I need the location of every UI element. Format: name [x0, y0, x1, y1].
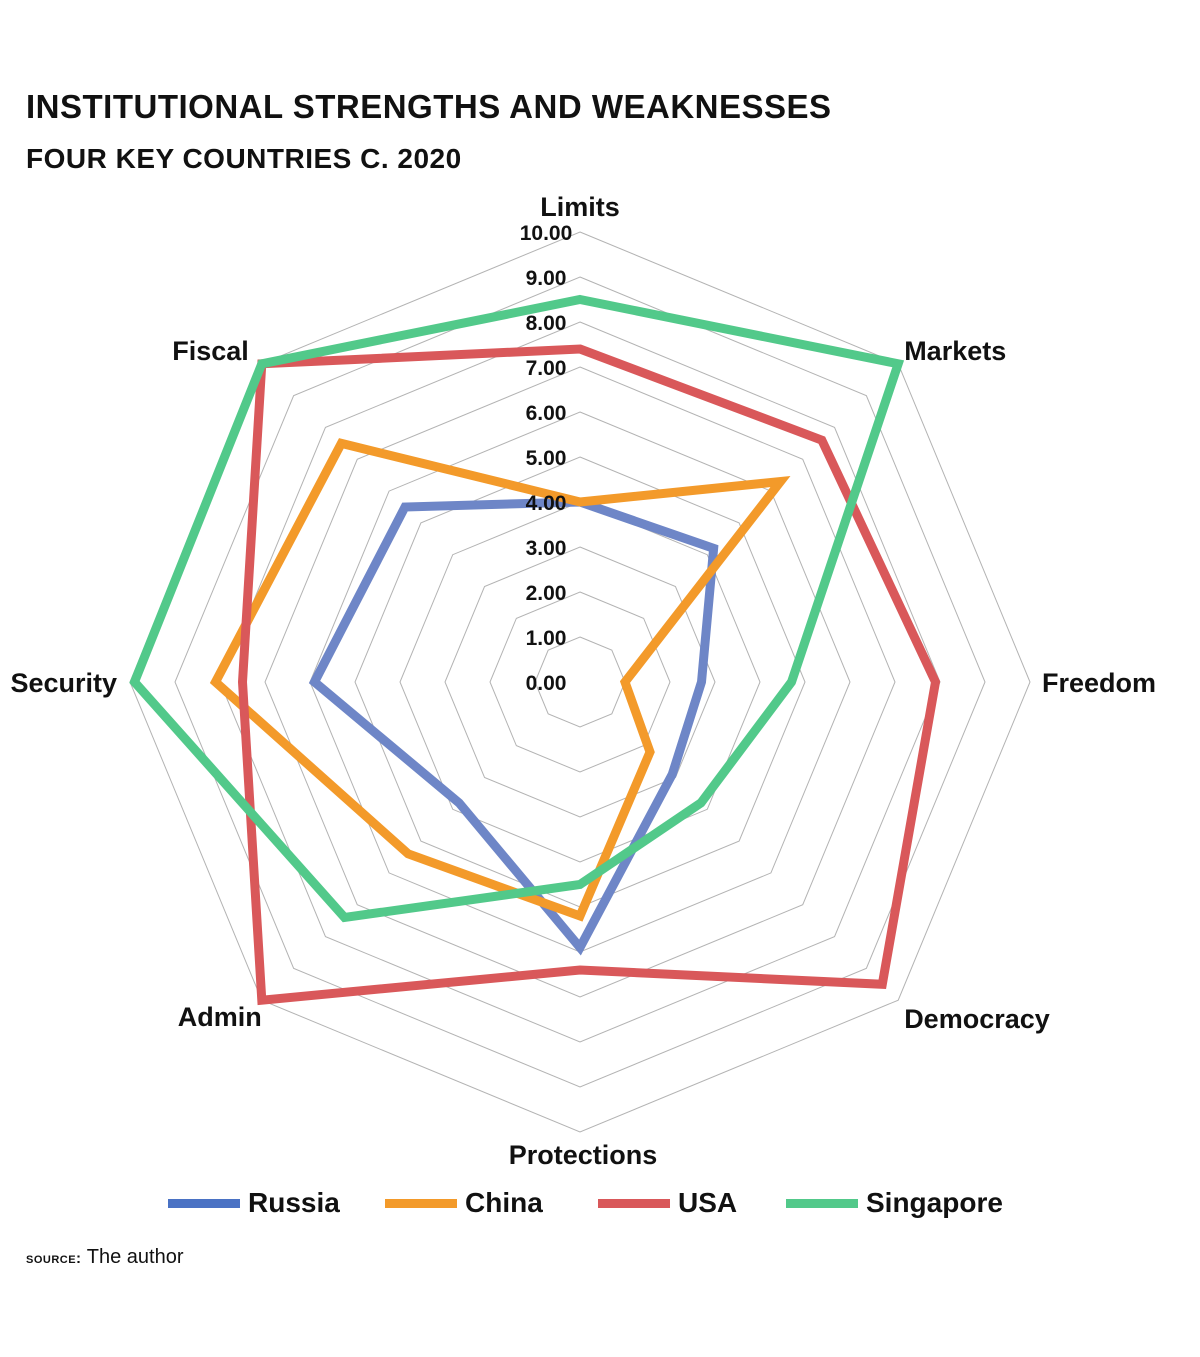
chart-title: INSTITUTIONAL STRENGTHS AND WEAKNESSES: [26, 88, 832, 125]
grid-ring: [219, 321, 941, 1043]
grid-ring: [354, 456, 806, 908]
grid-ring: [399, 501, 761, 863]
series-china-line: [209, 438, 791, 922]
series-singapore-line: [129, 294, 905, 923]
radar-axis-labels: Limits Markets Freedom Democracy Protections…: [10, 192, 1156, 1170]
axis-label-admin: Admin: [178, 1002, 262, 1032]
source-text: The author: [86, 1246, 184, 1268]
tick-label: 10.00: [520, 222, 573, 245]
legend-label: Singapore: [866, 1187, 1003, 1218]
axis-label-limits: Limits: [540, 192, 620, 222]
legend-swatch: [786, 1198, 858, 1208]
grid-ring: [264, 366, 896, 998]
legend-item-usa: USA: [598, 1183, 737, 1223]
axis-label-markets: Markets: [904, 336, 1006, 366]
axis-label-protections: Protections: [509, 1140, 658, 1170]
axis-label-fiscal: Fiscal: [172, 336, 249, 366]
axis-label-democracy: Democracy: [904, 1004, 1050, 1034]
tick-label: 9.00: [526, 267, 567, 290]
chart-legend: Russia China USA Singapore: [0, 1183, 1200, 1223]
legend-label: China: [465, 1187, 543, 1218]
axis-label-security: Security: [10, 668, 117, 698]
axis-label-freedom: Freedom: [1042, 668, 1156, 698]
legend-swatch: [385, 1198, 457, 1208]
chart-subtitle: FOUR KEY COUNTRIES C. 2020: [26, 143, 462, 174]
tick-label: 6.00: [526, 402, 567, 425]
series-usa-line: [237, 344, 941, 1006]
tick-label: 4.00: [526, 492, 567, 515]
legend-item-china: China: [385, 1183, 543, 1223]
source-label: SOURCE:: [26, 1250, 82, 1267]
grid-ring: [534, 636, 626, 728]
legend-swatch: [598, 1198, 670, 1208]
radar-tick-labels: 0.00 1.00 2.00 3.00 4.00 5.00 6.00 7.00 8.00 9.00…: [520, 222, 573, 695]
tick-label: 0.00: [526, 672, 567, 695]
tick-label: 8.00: [526, 312, 567, 335]
tick-label: 2.00: [526, 582, 567, 605]
legend-swatch: [168, 1198, 240, 1208]
legend-label: USA: [678, 1187, 738, 1218]
radar-series: [129, 294, 941, 1006]
legend-item-singapore: Singapore: [786, 1183, 1003, 1223]
legend-label: Russia: [248, 1187, 340, 1218]
grid-ring: [444, 546, 716, 818]
tick-label: 5.00: [526, 447, 567, 470]
legend-item-russia: Russia: [168, 1183, 340, 1223]
tick-label: 3.00: [526, 537, 567, 560]
series-russia-line: [308, 497, 719, 956]
tick-label: 7.00: [526, 357, 567, 380]
tick-label: 1.00: [526, 627, 567, 650]
source-note: SOURCE: The author: [26, 1246, 184, 1269]
